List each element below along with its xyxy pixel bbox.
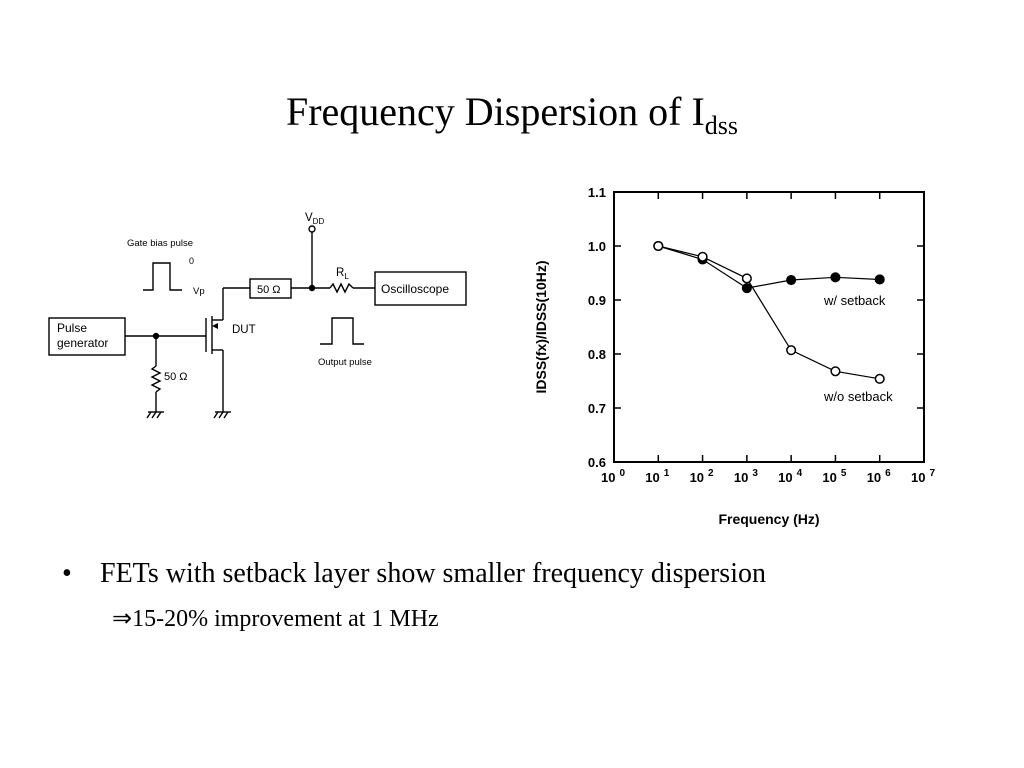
dut-label: DUT (232, 324, 256, 336)
bullet-item: • FETs with setback layer show smaller fr… (62, 557, 766, 591)
y-tick-label: 0.6 (588, 455, 606, 470)
x-tick-label: 10 1 (645, 468, 669, 485)
data-point-1 (874, 373, 885, 384)
oscilloscope-box (374, 271, 467, 306)
rl-label: RL (336, 267, 349, 281)
pulse-generator-label-1: Pulse (57, 321, 87, 335)
y-tick-label: 1.1 (588, 185, 606, 200)
data-point-0 (830, 272, 841, 283)
x-tick-label: 10 4 (778, 468, 802, 485)
idss-frequency-chart: 0.6 0.7 0.8 0.9 1.0 1.1 10 0 10 1 10 2 10 3 10 4 10 5 10 6 1… (533, 185, 935, 527)
circuit-diagram: Gate bias pulse 0 Vp Pulse generator 50 … (48, 212, 467, 419)
data-point-1 (830, 366, 841, 377)
gate-bias-pulse-waveform (143, 262, 182, 291)
y-tick-label: 0.8 (588, 347, 606, 362)
bullet-marker: • (62, 558, 72, 589)
y-tick-label: 0.9 (588, 293, 606, 308)
data-point-1 (653, 240, 664, 252)
oscilloscope-label: Oscilloscope (381, 282, 449, 296)
series-label-with-setback: w/ setback (823, 293, 886, 308)
x-tick-label: 10 5 (822, 468, 846, 485)
data-point-1 (697, 251, 708, 262)
data-point-0 (874, 274, 885, 285)
x-tick-label: 10 2 (690, 468, 714, 485)
series-line-0 (658, 245, 880, 289)
data-point-1 (741, 273, 752, 284)
title-subscript: dss (704, 111, 739, 140)
y-tick-label: 1.0 (588, 239, 606, 254)
sub-bullet-text: 15-20% improvement at 1 MHz (132, 606, 439, 632)
shunt-resistor-label: 50 Ω (164, 371, 188, 383)
x-tick-label: 10 7 (911, 468, 935, 485)
y-axis-label: IDSS(fx)/IDSS(10Hz) (533, 260, 549, 393)
vp-label: Vp (193, 286, 205, 297)
bullet-text: FETs with setback layer show smaller fre… (100, 558, 766, 589)
output-pulse-waveform (320, 317, 364, 345)
series-line-1 (658, 245, 880, 380)
plot-frame (613, 191, 925, 463)
x-axis-label: Frequency (Hz) (718, 511, 819, 527)
sub-bullet-item: ⇒15-20% improvement at 1 MHz (112, 604, 439, 634)
x-tick-label: 10 0 (601, 468, 625, 485)
series-resistor-label: 50 Ω (257, 284, 281, 296)
gate-bias-pulse-label: Gate bias pulse (127, 238, 193, 249)
data-point-1 (786, 345, 797, 356)
series-label-without-setback: w/o setback (823, 389, 893, 404)
x-tick-label: 10 6 (867, 468, 891, 485)
title-main: Frequency Dispersion of I (285, 89, 705, 134)
vdd-label: VDD (305, 212, 324, 226)
x-tick-label: 10 3 (734, 468, 758, 485)
implies-arrow: ⇒ (112, 606, 133, 632)
slide-title: Frequency Dispersion of Idss (0, 88, 1024, 150)
y-tick-label: 0.7 (588, 401, 606, 416)
data-point-0 (741, 283, 752, 294)
pulse-generator-label-2: generator (57, 336, 108, 350)
output-pulse-label: Output pulse (318, 357, 372, 368)
zero-level-label: 0 (189, 256, 194, 266)
data-point-0 (786, 274, 797, 286)
